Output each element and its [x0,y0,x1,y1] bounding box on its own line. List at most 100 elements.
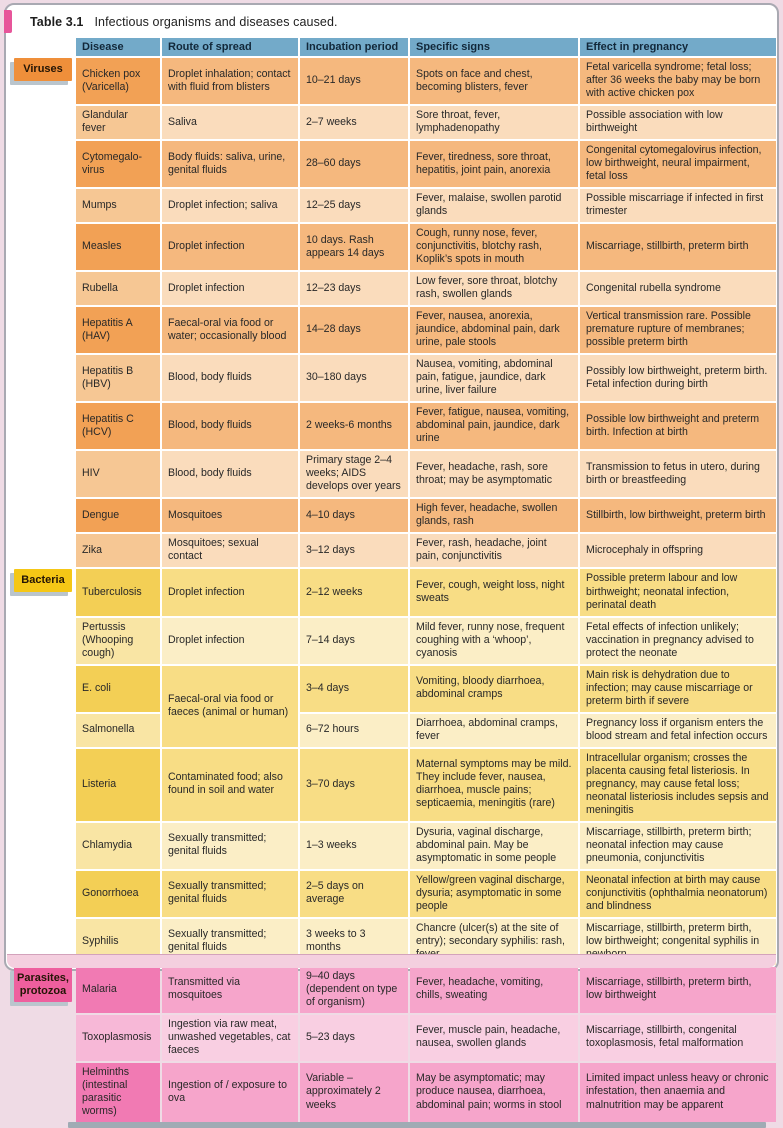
cell-route: Body fluids: saliva, urine, genital flui… [162,141,298,188]
cell-disease: Toxoplasmosis [76,1014,160,1061]
cell-signs: May be asymptomatic; may produce nausea,… [410,1062,578,1123]
cell-incubation: 3–70 days [300,748,408,821]
cell-effect: Fetal effects of infection unlikely; vac… [580,617,776,664]
group-label-parasites: Parasites, protozoa [14,966,72,1003]
cell-route: Sexually transmitted; genital fluids [162,822,298,869]
cell-incubation: 10 days. Rash appears 14 days [300,224,408,271]
cell-incubation: 7–14 days [300,617,408,664]
cell-incubation: 30–180 days [300,355,408,402]
cell-effect: Possibly low birthweight, preterm birth.… [580,355,776,402]
cell-route: Droplet infection [162,569,298,616]
table-row: E. coli Faecal-oral via food or faeces (a… [76,665,776,747]
cell-disease: Chlamydia [76,822,160,869]
cell-signs: Mild fever, runny nose, frequent coughin… [410,617,578,664]
cell-incubation: 2–5 days on average [300,870,408,917]
cell-disease: Dengue [76,499,160,533]
cell-effect: Intracellular organism; crosses the plac… [580,748,776,821]
cell-effect: Transmission to fetus in utero, during b… [580,451,776,498]
table-row: Pertussis (Whooping cough) Droplet infect… [76,617,776,664]
cell-incubation: 1–3 weeks [300,822,408,869]
cell-effect: Possible low birthweight and preterm bir… [580,403,776,450]
cell-incubation: 3–4 days [300,665,408,712]
table-row: Chicken pox (Varicella) Viruses Droplet in… [14,58,776,105]
cell-disease: Mumps [76,189,160,223]
cell-route: Faecal-oral via food or water; occasiona… [162,307,298,354]
table-row: Listeria Contaminated food; also found in… [76,748,776,821]
cell-disease: E. coli [76,665,160,712]
table-row: Salmonella 6–72 hours Diarrhoea, abdominal… [76,713,776,747]
table-caption: Infectious organisms and diseases caused… [94,15,338,29]
cell-signs: Vomiting, bloody diarrhoea, abdominal cr… [410,665,578,712]
cell-incubation: Variable – approximately 2 weeks [300,1062,408,1123]
cell-incubation: 28–60 days [300,141,408,188]
group-label-bacteria: Bacteria [14,569,72,593]
page-edge-tab [4,10,12,33]
col-header-incubation: Incubation period [300,38,408,56]
cell-disease: Listeria [76,748,160,821]
cell-route: Mosquitoes [162,499,298,533]
cell-effect: Miscarriage, stillbirth, congenital toxo… [580,1014,776,1061]
table-title: Table 3.1 Infectious organisms and diseas… [30,15,777,29]
cell-signs: Cough, runny nose, fever, conjunctivitis… [410,224,578,271]
page-bottom-strip [7,954,776,968]
cell-effect: Vertical transmission rare. Possible pre… [580,307,776,354]
cell-disease: Hepatitis B (HBV) [76,355,160,402]
cell-signs: Fever, malaise, swollen parotid glands [410,189,578,223]
cell-route: Droplet infection [162,272,298,306]
table-row: Malaria Parasites, protozoa Transmitted vi… [14,966,776,1013]
table-row: Gonorrhoea Sexually transmitted; genital … [76,870,776,917]
cell-effect: Pregnancy loss if organism enters the bl… [580,713,776,747]
table-row: Cytomegalo-virus Body fluids: saliva, uri… [76,141,776,188]
cell-signs: High fever, headache, swollen glands, ra… [410,499,578,533]
cell-signs: Yellow/green vaginal discharge, dysuria;… [410,870,578,917]
cell-effect: Main risk is dehydration due to infectio… [580,665,776,712]
cell-incubation: 4–10 days [300,499,408,533]
cell-incubation: Primary stage 2–4 weeks; AIDS develops o… [300,451,408,498]
cell-disease: Tuberculosis Bacteria [14,569,160,616]
cell-disease: Helminths (intestinal parasitic worms) [76,1062,160,1123]
cell-incubation: 6–72 hours [300,713,408,747]
cell-signs: Fever, rash, headache, joint pain, conju… [410,534,578,568]
group-label-viruses: Viruses [14,58,72,81]
cell-signs: Fever, headache, rash, sore throat; may … [410,451,578,498]
cell-signs: Maternal symptoms may be mild. They incl… [410,748,578,821]
cell-disease: Hepatitis A (HAV) [76,307,160,354]
cell-route: Contaminated food; also found in soil an… [162,748,298,821]
table-row: Glandular fever Saliva 2–7 weeks Sore throa… [76,106,776,140]
table-row: Chlamydia Sexually transmitted; genital f… [76,822,776,869]
table-row: Helminths (intestinal parasitic worms) In… [76,1062,776,1123]
cell-route: Faecal-oral via food or faeces (animal o… [162,665,298,747]
cell-incubation: 12–23 days [300,272,408,306]
col-header-route: Route of spread [162,38,298,56]
cell-signs: Fever, headache, vomiting, chills, sweat… [410,966,578,1013]
cell-effect: Miscarriage, stillbirth, preterm birth, … [580,966,776,1013]
cell-route: Droplet infection; saliva [162,189,298,223]
cell-route: Blood, body fluids [162,403,298,450]
cell-disease: Cytomegalo-virus [76,141,160,188]
header-row: Disease Route of spread Incubation perio… [76,38,776,56]
cell-incubation: 9–40 days (dependent on type of organism… [300,966,408,1013]
cell-route: Droplet inhalation; contact with fluid f… [162,58,298,105]
cell-route: Ingestion of / exposure to ova [162,1062,298,1123]
cell-disease: Hepatitis C (HCV) [76,403,160,450]
cell-effect: Microcephaly in offspring [580,534,776,568]
col-header-effect: Effect in pregnancy [580,38,776,56]
cell-signs: Dysuria, vaginal discharge, abdominal pa… [410,822,578,869]
cell-signs: Diarrhoea, abdominal cramps, fever [410,713,578,747]
table-row: Measles Droplet infection 10 days. Rash ap… [76,224,776,271]
table-row: Rubella Droplet infection 12–23 days Low fe… [76,272,776,306]
table-row: Zika Mosquitoes; sexual contact 3–12 days F… [76,534,776,568]
cell-signs: Fever, tiredness, sore throat, hepatitis… [410,141,578,188]
cell-incubation: 12–25 days [300,189,408,223]
table-row: Mumps Droplet infection; saliva 12–25 days… [76,189,776,223]
cell-incubation: 10–21 days [300,58,408,105]
cell-effect: Miscarriage, stillbirth, preterm birth [580,224,776,271]
cell-route: Droplet infection [162,224,298,271]
cell-disease: Salmonella [76,713,160,747]
cell-disease: Zika [76,534,160,568]
cell-disease: Chicken pox (Varicella) Viruses [14,58,160,105]
cell-effect: Fetal varicella syndrome; fetal loss; af… [580,58,776,105]
cell-incubation: 2–7 weeks [300,106,408,140]
table-row: Hepatitis A (HAV) Faecal-oral via food or… [76,307,776,354]
cell-disease: Rubella [76,272,160,306]
